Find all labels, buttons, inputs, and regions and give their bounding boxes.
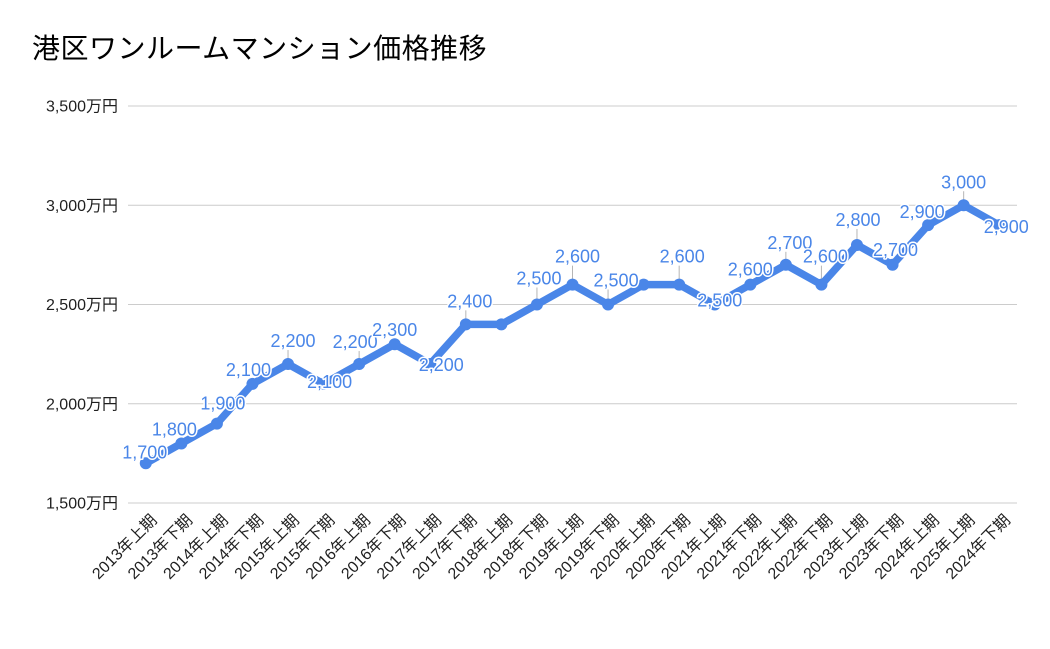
data-point [744,278,757,291]
chart-title: 港区ワンルームマンション価格推移 [32,33,487,64]
data-point [246,377,259,390]
data-point [957,199,970,212]
data-point [495,318,508,331]
data-point [317,377,330,390]
data-label: 2,200 [333,332,378,352]
data-point [175,437,188,450]
y-tick-label: 2,000万円 [46,396,118,413]
x-axis-labels: 2013年上期2013年下期2014年上期2014年下期2015年上期2015年… [89,511,1014,583]
data-label: 1,700 [122,442,167,462]
data-label: 2,200 [419,355,464,375]
data-label: 2,900 [900,202,945,222]
y-tick-label: 1,500万円 [46,496,118,513]
data-point [353,358,366,371]
data-points [139,199,1006,470]
data-label: 2,900 [984,217,1029,237]
data-label: 1,800 [152,419,197,439]
data-point [708,298,721,311]
data-label: 2,600 [660,247,705,267]
data-label: 2,100 [226,360,271,380]
data-point [459,318,472,331]
data-point [602,298,615,311]
data-point [388,338,401,351]
data-label: 1,900 [200,394,245,414]
data-labels: 1,7001,8001,9002,1002,2002,1002,2002,300… [121,171,1030,464]
data-point [673,278,686,291]
data-label: 2,700 [873,240,918,260]
data-label: 2,500 [516,269,561,289]
data-label: 2,600 [728,260,773,280]
data-label: 2,600 [555,247,600,267]
data-label: 2,300 [372,320,417,340]
y-tick-label: 2,500万円 [46,297,118,314]
data-label: 2,500 [697,291,742,311]
y-tick-label: 3,000万円 [46,198,118,215]
data-point [922,219,935,232]
data-point [424,358,437,371]
y-tick-label: 3,500万円 [46,99,118,116]
data-point [210,417,223,430]
data-point [637,278,650,291]
data-point [530,298,543,311]
data-label: 3,000 [941,172,986,192]
data-point [139,457,152,470]
data-label: 2,200 [270,331,315,351]
data-label: 2,600 [803,247,848,267]
y-axis-labels: 1,500万円 2,000万円 2,500万円 3,000万円 3,500万円 [46,99,118,513]
data-point [850,238,863,251]
data-point [815,278,828,291]
data-point [886,258,899,271]
data-label: 2,800 [835,210,880,230]
gridlines [128,105,1017,504]
data-point [779,258,792,271]
data-label: 2,500 [594,271,639,291]
data-point [282,358,295,371]
data-label: 2,700 [767,233,812,253]
data-point [993,219,1006,232]
data-label: 2,100 [307,372,352,392]
data-point [566,278,579,291]
data-label: 2,400 [447,291,492,311]
